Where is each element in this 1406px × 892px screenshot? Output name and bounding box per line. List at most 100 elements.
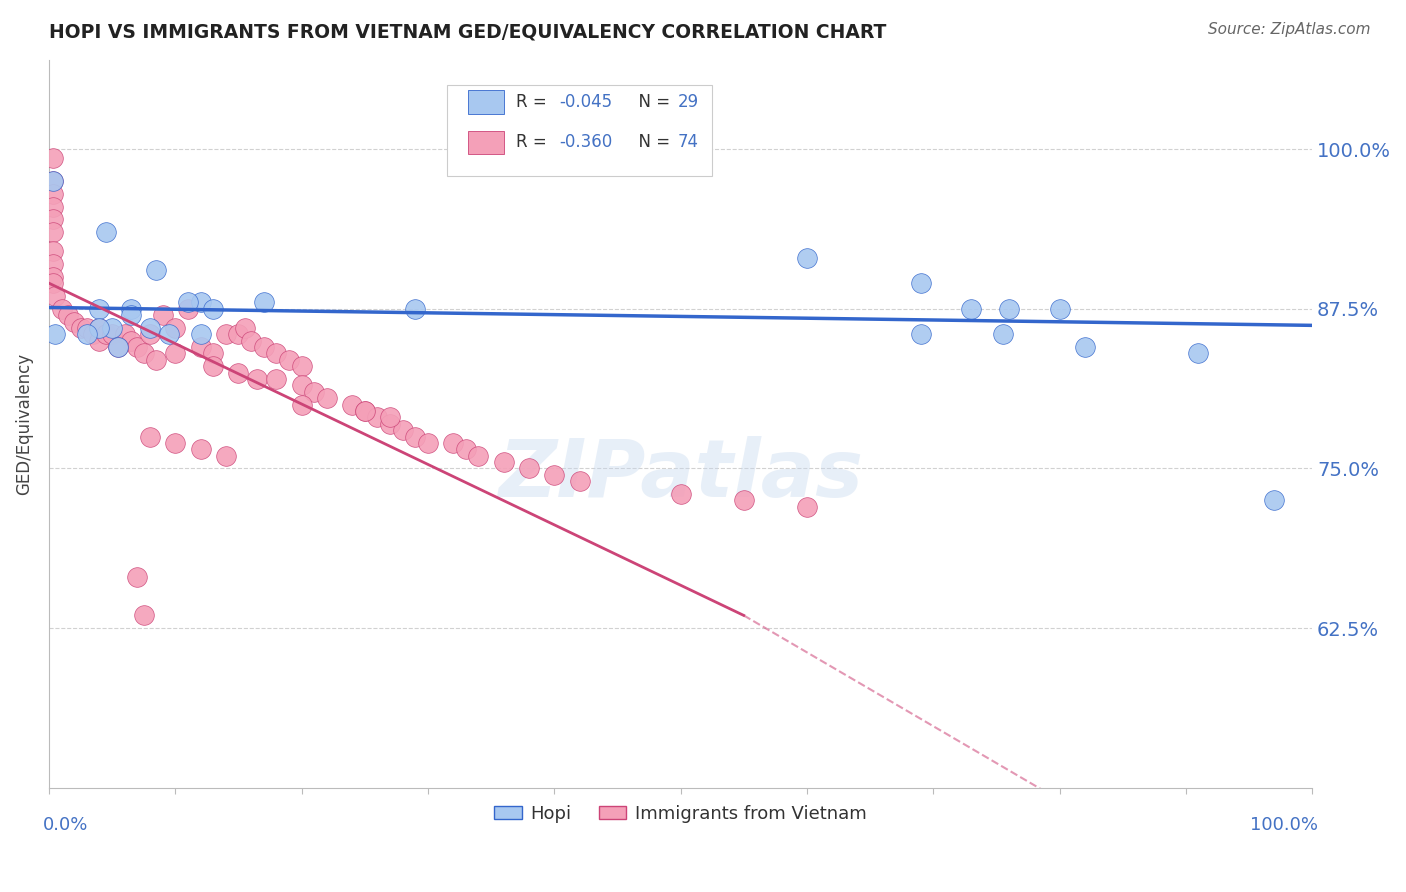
Point xyxy=(910,276,932,290)
Point xyxy=(89,301,111,316)
Point xyxy=(991,327,1014,342)
Point xyxy=(353,404,375,418)
Point xyxy=(190,295,212,310)
Point xyxy=(107,340,129,354)
Point xyxy=(1074,340,1097,354)
Point xyxy=(42,151,65,165)
Point xyxy=(120,334,142,348)
Text: N =: N = xyxy=(627,133,675,152)
Text: 29: 29 xyxy=(678,93,699,112)
Point xyxy=(353,404,375,418)
Point xyxy=(120,308,142,322)
Point xyxy=(246,372,269,386)
Point xyxy=(202,359,225,374)
Point xyxy=(139,429,162,443)
Point xyxy=(669,487,692,501)
Text: N =: N = xyxy=(627,93,675,112)
Point xyxy=(165,436,187,450)
Point xyxy=(302,384,325,399)
Point xyxy=(157,327,180,342)
Point xyxy=(960,301,983,316)
Point xyxy=(114,327,136,342)
Point xyxy=(492,455,515,469)
Point xyxy=(101,321,124,335)
Point xyxy=(42,257,65,271)
Point xyxy=(139,321,162,335)
Point xyxy=(44,289,66,303)
Text: R =: R = xyxy=(516,93,553,112)
Text: Source: ZipAtlas.com: Source: ZipAtlas.com xyxy=(1208,22,1371,37)
Point xyxy=(910,327,932,342)
Point xyxy=(132,346,155,360)
Point xyxy=(253,295,276,310)
Point xyxy=(120,301,142,316)
Point xyxy=(253,340,276,354)
Point xyxy=(378,410,401,425)
Point xyxy=(467,449,489,463)
Point xyxy=(391,423,413,437)
Point xyxy=(63,314,86,328)
Point xyxy=(165,321,187,335)
Point xyxy=(42,212,65,227)
Text: -0.045: -0.045 xyxy=(560,93,613,112)
Point xyxy=(1263,493,1285,508)
Point xyxy=(1049,301,1071,316)
Point xyxy=(165,346,187,360)
Point xyxy=(127,570,149,584)
Point xyxy=(190,327,212,342)
Text: R =: R = xyxy=(516,133,553,152)
Text: 100.0%: 100.0% xyxy=(1250,816,1319,834)
Point xyxy=(107,340,129,354)
Point xyxy=(796,251,818,265)
Point xyxy=(266,372,288,386)
Point xyxy=(796,500,818,514)
Point xyxy=(51,301,73,316)
Point xyxy=(215,327,238,342)
Point xyxy=(42,200,65,214)
Point xyxy=(733,493,755,508)
Point xyxy=(228,327,250,342)
Point xyxy=(202,301,225,316)
Point xyxy=(127,340,149,354)
Point xyxy=(202,346,225,360)
Bar xyxy=(468,130,503,154)
Text: 0.0%: 0.0% xyxy=(42,816,89,834)
Y-axis label: GED/Equivalency: GED/Equivalency xyxy=(15,352,32,495)
Point xyxy=(266,346,288,360)
Point xyxy=(89,321,111,335)
Point xyxy=(568,475,591,489)
Bar xyxy=(468,90,503,114)
Point xyxy=(42,269,65,284)
Point xyxy=(145,263,167,277)
Point xyxy=(44,327,66,342)
Point xyxy=(42,174,65,188)
Text: 74: 74 xyxy=(678,133,699,152)
Text: ZIPatlas: ZIPatlas xyxy=(498,435,863,514)
Text: -0.360: -0.360 xyxy=(560,133,613,152)
Point xyxy=(190,340,212,354)
Point xyxy=(89,321,111,335)
Point xyxy=(378,417,401,431)
Point xyxy=(240,334,263,348)
Point xyxy=(315,391,337,405)
Point xyxy=(94,327,117,342)
Point xyxy=(82,327,104,342)
FancyBboxPatch shape xyxy=(447,85,711,176)
Point xyxy=(145,352,167,367)
Point xyxy=(42,225,65,239)
Point xyxy=(94,225,117,239)
Legend: Hopi, Immigrants from Vietnam: Hopi, Immigrants from Vietnam xyxy=(488,797,875,830)
Point xyxy=(42,174,65,188)
Point xyxy=(228,366,250,380)
Point xyxy=(998,301,1021,316)
Point xyxy=(177,295,200,310)
Point xyxy=(291,359,314,374)
Point xyxy=(517,461,540,475)
Point xyxy=(89,334,111,348)
Point xyxy=(454,442,477,457)
Point xyxy=(76,327,98,342)
Point xyxy=(543,467,565,482)
Text: HOPI VS IMMIGRANTS FROM VIETNAM GED/EQUIVALENCY CORRELATION CHART: HOPI VS IMMIGRANTS FROM VIETNAM GED/EQUI… xyxy=(49,22,887,41)
Point xyxy=(1187,346,1209,360)
Point xyxy=(69,321,91,335)
